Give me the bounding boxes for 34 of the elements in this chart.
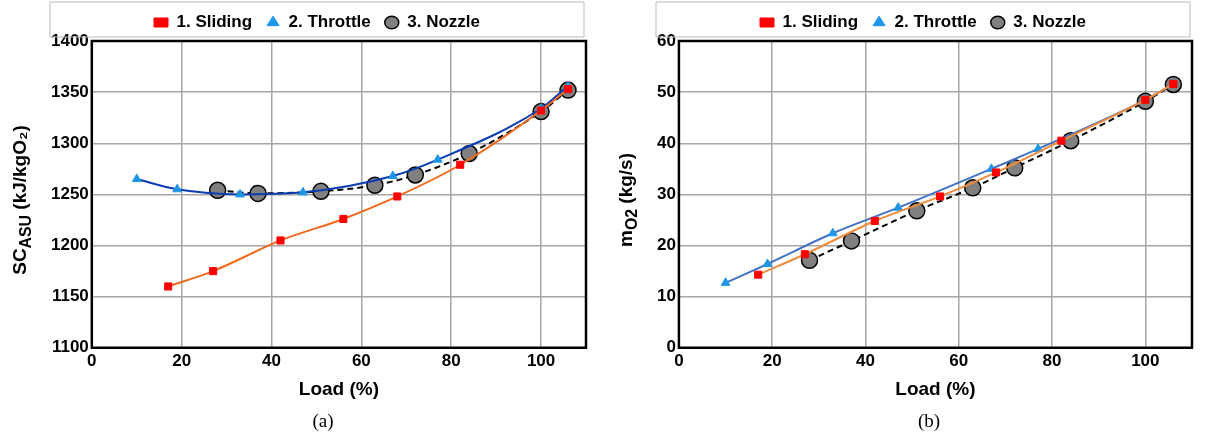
y-tick-label: 40 [656, 132, 676, 152]
y-tick-label: 20 [656, 235, 676, 255]
y-tick-label: 1300 [50, 132, 89, 152]
legend-label: 1. Sliding [782, 12, 859, 32]
x-tick-label: 60 [949, 350, 969, 370]
x-tick-label: 40 [856, 350, 875, 370]
y-tick-label: 1400 [50, 30, 89, 50]
legend-label: 2. Throttle [894, 12, 977, 32]
x-tick-label: 100 [526, 350, 556, 370]
x-axis-title: Load (%) [895, 377, 976, 399]
y-tick-label: 1100 [51, 337, 89, 357]
y-tick-label: 0 [666, 337, 676, 357]
legend-label: 2. Throttle [288, 12, 371, 32]
legend-label: 1. Sliding [176, 12, 253, 32]
x-tick-label: 60 [351, 350, 371, 370]
x-tick-label: 20 [172, 350, 192, 370]
y-tick-label: 30 [656, 184, 676, 204]
y-tick-label: 1250 [50, 184, 89, 204]
text: (b) [916, 410, 942, 432]
x-tick-label: 80 [441, 350, 461, 370]
y-tick-label: 60 [656, 30, 676, 50]
x-tick-label: 40 [262, 350, 281, 370]
x-axis-title: Load (%) [298, 377, 380, 399]
legend-label: 3. Nozzle [407, 12, 480, 32]
y-tick-label: 1150 [51, 286, 89, 306]
y-tick-label: 10 [656, 286, 676, 306]
x-tick-label: 20 [762, 350, 782, 370]
y-tick-label: 1200 [50, 235, 89, 255]
x-tick-label: 100 [1131, 350, 1160, 370]
x-tick-label: 80 [1042, 350, 1062, 370]
legend-label: 3. Nozzle [1013, 12, 1086, 32]
y-tick-label: 50 [656, 81, 676, 101]
y-tick-label: 1350 [50, 81, 89, 101]
text: (a) [311, 410, 335, 432]
